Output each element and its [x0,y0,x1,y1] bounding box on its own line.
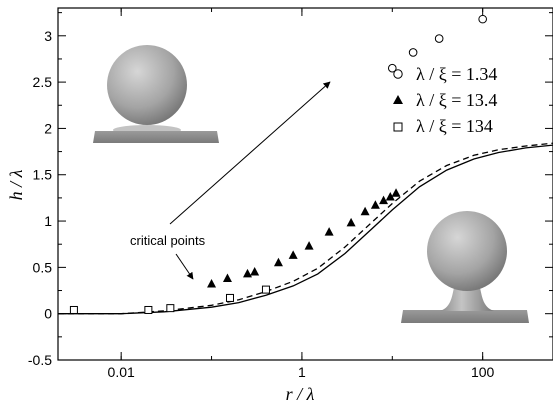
inset-sphere-flat [93,45,219,143]
y-tick-label: -0.5 [28,352,52,368]
x-tick-label: 100 [471,364,495,380]
marker-square [69,305,78,314]
marker-square [261,285,270,294]
y-tick-label: 1.5 [33,167,53,183]
substrate-plate [93,131,219,143]
y-tick-label: 0.5 [33,259,53,275]
marker-circle [434,34,444,43]
x-tick-label: 0.01 [108,364,135,380]
marker-circle [478,14,487,24]
x-axis: 0.01 1 100 [108,8,495,380]
x-tick-label: 1 [298,364,306,380]
legend-marker-circle [393,69,403,79]
annotation-arrow-short [175,253,194,280]
y-tick-label: 3 [44,28,52,44]
marker-triangle [379,195,389,205]
y-tick-label: 2 [44,120,52,136]
dashed-curve [58,142,553,315]
marker-square [166,304,175,313]
marker-triangle [207,279,217,288]
marker-circle [408,48,418,57]
annotation-critical-points: critical points [130,233,206,248]
inset-sphere-neck [401,211,529,323]
theory-curves [58,142,553,315]
y-tick-label: 2.5 [33,74,53,90]
marker-triangle [250,267,260,276]
marker-triangle [385,191,395,201]
marker-triangle [391,188,401,197]
marker-triangle [324,227,334,236]
x-axis-title: r / λ [286,384,315,404]
legend: λ / ξ = 1.34 λ / ξ = 13.4 λ / ξ = 134 [393,64,497,136]
marker-triangle [346,217,356,227]
marker-triangle [273,257,283,267]
liquid-neck [440,283,494,311]
y-tick-label: 1 [44,213,52,229]
marker-triangle [360,206,370,216]
legend-label-1: λ / ξ = 1.34 [416,64,497,84]
legend-marker-square [393,122,403,132]
sphere-illustration-2 [427,211,507,291]
marker-triangle [370,200,380,209]
annotation-arrow-long [169,81,331,225]
marker-triangle [222,273,232,282]
legend-marker-triangle [393,95,403,104]
legend-label-3: λ / ξ = 134 [416,116,493,136]
marker-triangle [243,268,253,278]
solid-curve [58,144,553,315]
legend-label-2: λ / ξ = 13.4 [416,90,497,110]
marker-triangle [288,250,298,259]
plot-frame [57,7,553,361]
y-axis-title: h / λ [6,169,26,200]
marker-circle [387,63,397,73]
y-axis: -0.5 0 0.5 1 1.5 2 2.5 3 [28,12,553,368]
substrate-plate-2 [401,310,529,323]
marker-triangle [304,241,314,250]
sphere-illustration [107,45,187,125]
y-tick-label: 0 [44,306,52,322]
marker-square [225,293,234,302]
data-markers [69,14,487,314]
marker-square [144,305,153,314]
